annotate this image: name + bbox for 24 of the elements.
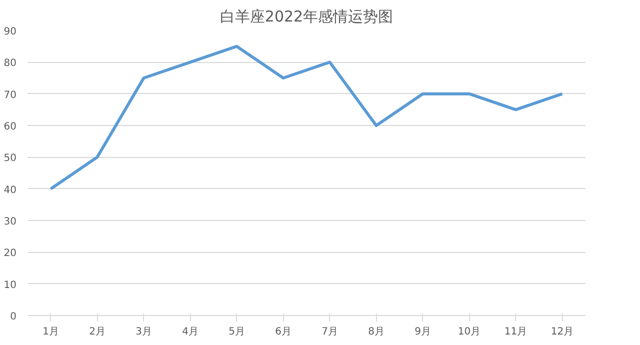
x-tick-label: 11月 — [504, 326, 528, 338]
y-tick-label: 0 — [10, 312, 17, 322]
x-tick-label: 2月 — [89, 326, 106, 338]
y-tick-label: 30 — [4, 216, 17, 228]
y-tick-label: 60 — [4, 122, 17, 132]
x-tick-label: 3月 — [136, 326, 152, 338]
y-tick-label: 10 — [4, 280, 17, 291]
x-tick-label: 6月 — [275, 326, 292, 338]
chart-title: 白羊座2022年感情运势图 — [220, 8, 394, 26]
y-tick-label: 40 — [4, 184, 17, 196]
x-tick-label: 8月 — [368, 326, 384, 338]
x-tick-label: 10月 — [458, 326, 481, 338]
y-tick-label: 50 — [4, 153, 17, 164]
x-tick-label: 5月 — [228, 326, 245, 338]
x-tick-label: 1月 — [42, 326, 59, 338]
x-tick-label: 7月 — [322, 326, 338, 338]
y-tick-label: 80 — [4, 58, 17, 70]
y-tick-label: 90 — [4, 26, 17, 38]
line-series — [49, 44, 564, 190]
x-tick-label: 4月 — [182, 326, 198, 338]
y-tick-label: 20 — [4, 248, 17, 260]
x-tick-label: 9月 — [414, 326, 431, 338]
y-tick-label: 70 — [4, 90, 17, 101]
x-tick-label: 12月 — [550, 326, 574, 338]
